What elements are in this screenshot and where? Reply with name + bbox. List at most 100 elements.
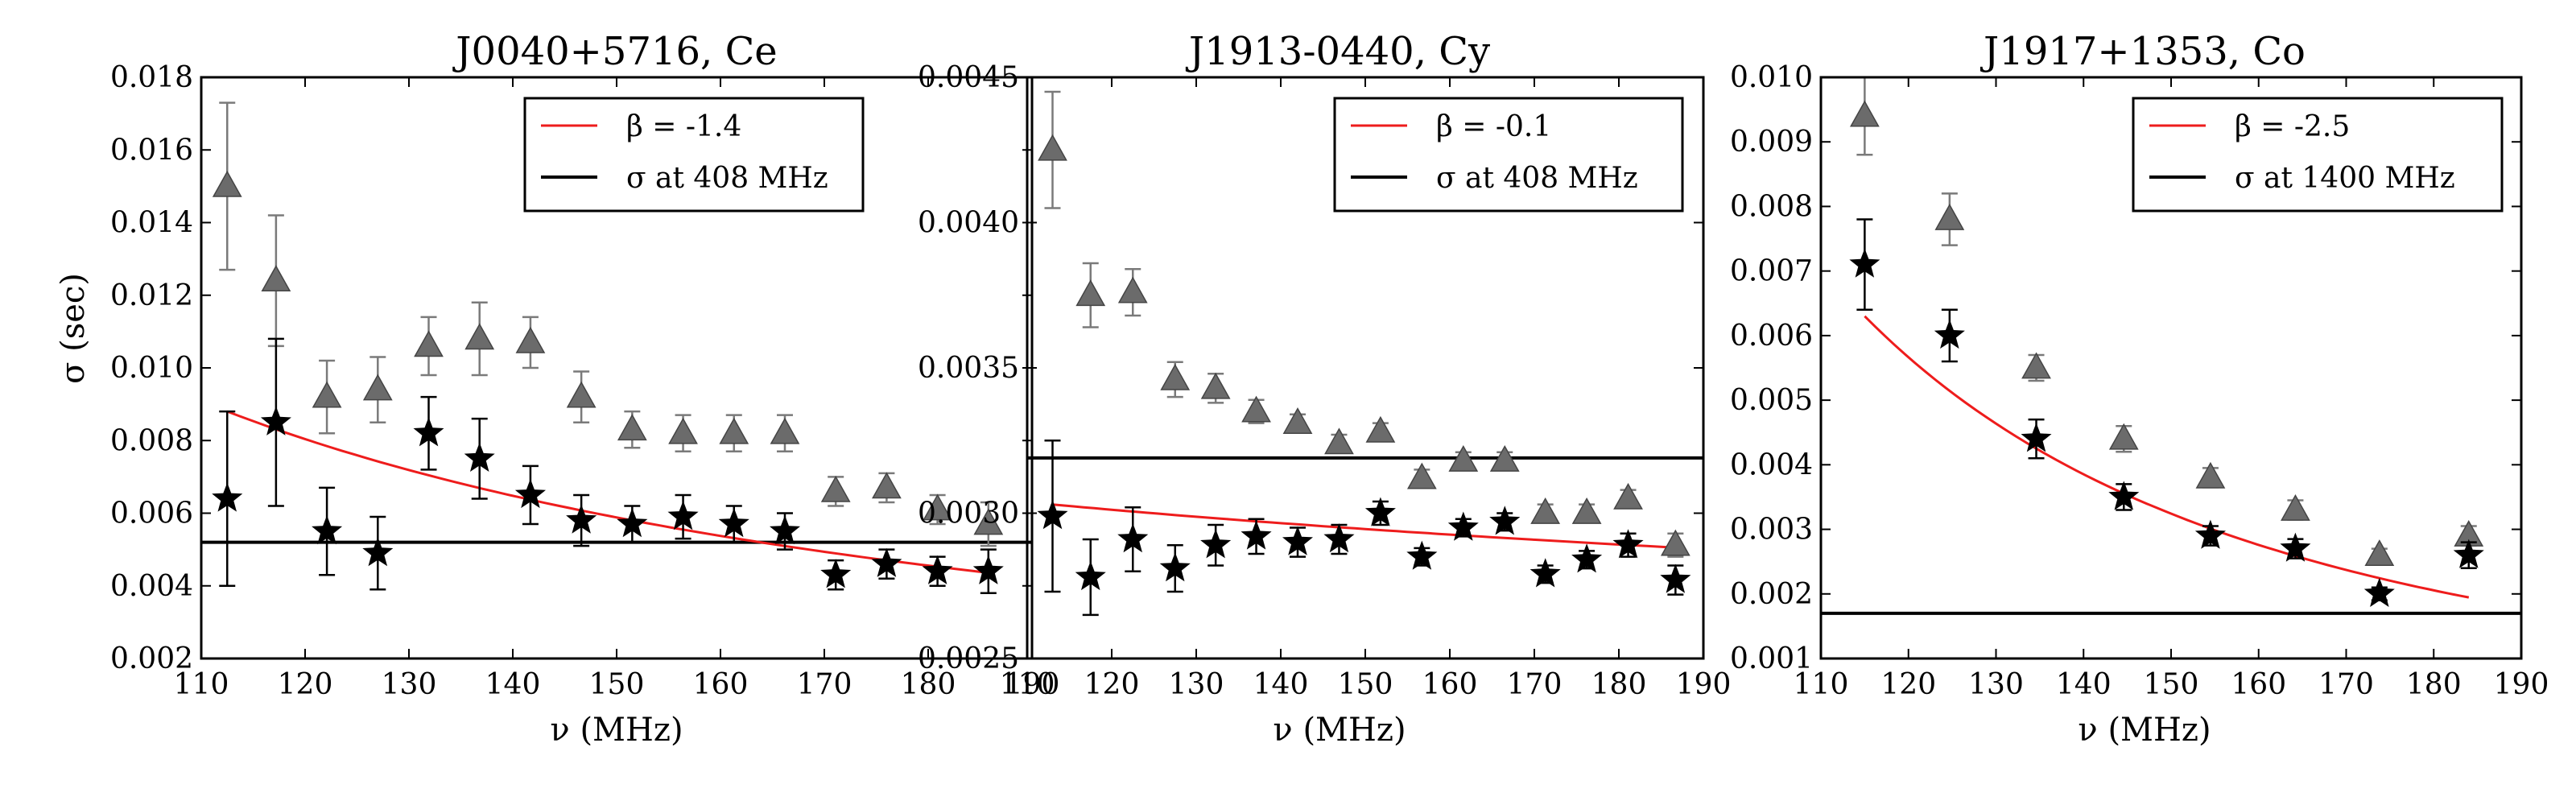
panel-3-ytick-label: 0.004 <box>1730 448 1813 481</box>
panel-3-xtick-label: 180 <box>2406 668 2462 701</box>
panel-3-legend: β = -2.5 σ at 1400 MHz <box>2132 97 2504 213</box>
panel-2-ytick-label: 0.0025 <box>918 642 1019 675</box>
panel-1-stars-point <box>260 406 291 436</box>
panel-1-stars-point <box>212 482 243 512</box>
panel-3-xtick-label: 190 <box>2494 668 2549 701</box>
panel-2-stars-point <box>1200 529 1232 559</box>
panel-1: J0040+5716, Ce σ (sec) ν (MHz) 110 120 130… <box>55 29 1059 749</box>
panel-1-triangles-point <box>515 326 546 353</box>
panel-2-xtick-label: 180 <box>1591 668 1647 701</box>
panel-3-fit-curve <box>1864 315 2470 599</box>
panel-3-triangles-point <box>2281 493 2310 521</box>
panel-1-legend: β = -1.4 σ at 408 MHz <box>523 97 865 213</box>
panel-2-triangles-point <box>1160 363 1191 390</box>
panel-3-triangles-point <box>2195 461 2226 489</box>
panel-1-stars-point <box>362 537 394 567</box>
panel-3-stars-point <box>2363 577 2395 607</box>
panel-1-ytick-label: 0.004 <box>110 570 193 603</box>
panel-2-xtick-label: 150 <box>1338 668 1393 701</box>
panel-1-xtick-label: 110 <box>174 668 229 701</box>
panel-1-stars-point <box>718 508 749 538</box>
panel-1-triangles-point <box>362 374 393 401</box>
panel-1-triangles-point <box>820 475 851 502</box>
panel-2-legend-box <box>1333 97 1684 213</box>
panel-1-ytick-label: 0.016 <box>110 134 193 167</box>
panel-3-ytick-label: 0.003 <box>1730 514 1813 547</box>
panel-2-stars-point <box>1364 497 1396 526</box>
panel-3-ytick-label: 0.007 <box>1730 255 1813 288</box>
panel-2-stars-point <box>1571 543 1603 573</box>
panel-3-title: J1917+1353, Co <box>1979 29 2306 74</box>
panel-2-stars-point <box>1282 526 1313 555</box>
panel-2-stars-point <box>1323 523 1355 553</box>
panel-1-plot <box>201 101 1032 595</box>
panel-2-stars-point <box>1075 560 1106 591</box>
panel-2-stars-point <box>1159 552 1191 582</box>
panel-1-triangles-point <box>668 417 698 444</box>
panel-2-triangles-point <box>1200 372 1231 399</box>
panel-2-triangles-point <box>1365 415 1396 443</box>
panel-3-ytick-label: 0.001 <box>1730 642 1813 675</box>
panel-3-ytick-label: 0.009 <box>1730 126 1813 159</box>
panel-1-triangles-point <box>464 323 495 350</box>
panel-1-triangles-point <box>414 330 444 357</box>
panel-3-xtick-label: 120 <box>1880 668 1936 701</box>
panel-2-stars-point <box>1447 511 1479 541</box>
panel-3: J1917+1353, Co ν (MHz) 110 120 130 140 150 16… <box>1730 29 2549 749</box>
panel-3-xtick-label: 150 <box>2144 668 2199 701</box>
panel-2-stars-point <box>1117 523 1149 553</box>
panel-2-triangles-point <box>1571 497 1602 524</box>
panel-1-ytick-label: 0.008 <box>110 424 193 457</box>
panel-1-legend-hline-label: σ at 408 MHz <box>626 162 828 195</box>
panel-1-stars-point <box>972 555 1004 584</box>
panel-2: J1913-0440, Cy ν (MHz) 110 120 130 140 150 16… <box>918 29 1731 749</box>
panel-1-stars-point <box>566 504 597 534</box>
panel-1-triangles-point <box>261 265 291 292</box>
panel-2-xticks: 110 120 130 140 150 160 170 180 190 <box>1000 77 1731 701</box>
panel-2-ytick-label: 0.0045 <box>918 61 1019 94</box>
panel-3-stars-point <box>2453 539 2484 568</box>
panel-1-xticks: 110 120 130 140 150 160 170 180 190 <box>174 77 1059 701</box>
panel-2-xtick-label: 140 <box>1253 668 1309 701</box>
panel-3-xtick-label: 130 <box>1968 668 2024 701</box>
panel-2-stars-point <box>1406 540 1438 570</box>
panel-1-ytick-label: 0.006 <box>110 497 193 530</box>
panel-3-stars-point <box>1934 319 1965 349</box>
panel-1-stars-point <box>617 508 648 538</box>
panel-2-xlabel: ν (MHz) <box>1273 712 1406 749</box>
panel-2-stars-point <box>1612 529 1644 559</box>
panel-2-xtick-label: 110 <box>1000 668 1055 701</box>
panel-3-stars-point <box>2280 532 2311 562</box>
panel-2-triangles-point <box>1613 482 1643 510</box>
panel-1-xtick-label: 120 <box>278 668 333 701</box>
panel-2-triangles-point <box>1282 407 1313 434</box>
panel-1-ytick-label: 0.014 <box>110 207 193 240</box>
panel-3-ytick-label: 0.006 <box>1730 320 1813 353</box>
panel-3-ytick-label: 0.010 <box>1730 61 1813 94</box>
panel-1-triangles-point <box>872 472 902 499</box>
panel-2-frame <box>1026 76 1705 660</box>
panel-2-stars-point <box>1241 520 1272 550</box>
panel-2-fit-curve <box>1052 503 1678 549</box>
panel-3-ytick-label: 0.008 <box>1730 190 1813 223</box>
panel-3-stars-point <box>2108 481 2140 510</box>
panel-1-xlabel: ν (MHz) <box>550 712 683 749</box>
panel-1-xtick-label: 180 <box>901 668 956 701</box>
panel-1-legend-box <box>523 97 865 213</box>
panel-3-stars-point <box>1849 248 1880 278</box>
panel-1-fit-curve <box>226 410 991 575</box>
panel-1-stars-point <box>820 559 852 588</box>
panel-1-triangles-point <box>212 170 242 197</box>
panel-3-legend-fit-label: β = -2.5 <box>2235 110 2350 143</box>
panel-1-ytick-label: 0.010 <box>110 352 193 385</box>
panel-1-yticks: 0.002 0.004 0.006 0.008 0.010 0.012 0.014 0.016… <box>110 61 1032 675</box>
panel-2-legend: β = -0.1 σ at 408 MHz <box>1333 97 1684 213</box>
panel-1-triangles-point <box>923 493 952 521</box>
panel-1-xtick-label: 160 <box>693 668 749 701</box>
panel-2-triangles-point <box>1075 279 1106 307</box>
panel-2-triangles-point <box>1448 444 1479 472</box>
panel-3-xtick-label: 160 <box>2231 668 2286 701</box>
panel-1-stars-point <box>464 442 495 472</box>
panel-2-triangles-point <box>1324 427 1354 455</box>
